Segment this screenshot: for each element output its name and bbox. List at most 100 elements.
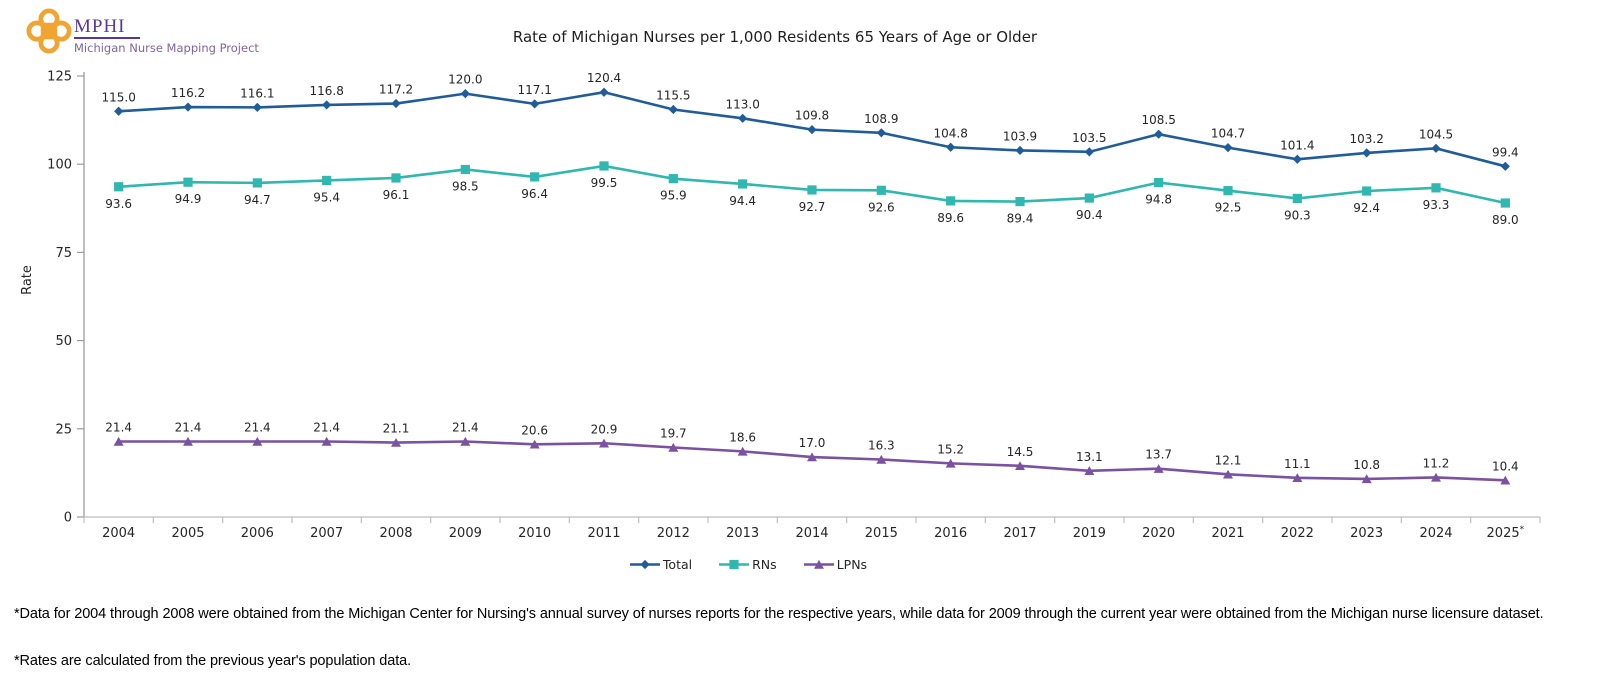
lpns-marker bbox=[1500, 475, 1511, 485]
total-data-label: 104.8 bbox=[933, 126, 967, 140]
lpns-data-label: 10.4 bbox=[1492, 459, 1519, 473]
total-data-label: 117.2 bbox=[379, 83, 413, 97]
chart-title: Rate of Michigan Nurses per 1,000 Reside… bbox=[512, 28, 1038, 46]
rns-marker bbox=[252, 178, 262, 188]
x-tick-label: 2024 bbox=[1419, 526, 1452, 541]
lpns-data-label: 17.0 bbox=[799, 436, 826, 450]
x-tick-label: 2004 bbox=[102, 526, 135, 541]
total-marker bbox=[1084, 147, 1094, 157]
total-marker bbox=[391, 98, 401, 109]
series-total: 115.0 116.2 116.1 116.8 117.2 120.0 117.1 120.4… bbox=[101, 71, 1519, 171]
total-marker bbox=[1015, 145, 1025, 156]
total-marker bbox=[1154, 129, 1164, 139]
total-data-label: 104.5 bbox=[1419, 127, 1453, 141]
y-tick-label: 25 bbox=[55, 422, 72, 437]
total-data-label: 108.9 bbox=[864, 112, 898, 126]
legend-label: LPNs bbox=[836, 557, 868, 572]
rns-data-label: 93.6 bbox=[105, 197, 132, 211]
lpns-marker bbox=[1015, 461, 1025, 471]
rns-data-label: 95.4 bbox=[313, 190, 340, 204]
rns-data-label: 95.9 bbox=[660, 189, 687, 203]
rns-data-label: 89.6 bbox=[937, 211, 964, 225]
series-rns: 93.6 94.9 94.7 95.4 96.1 98.5 96.4 99.5 95.9 94.4… bbox=[105, 161, 1519, 227]
x-tick-label: 2014 bbox=[795, 526, 828, 541]
total-marker bbox=[460, 89, 470, 99]
lpns-data-label: 20.6 bbox=[521, 423, 548, 437]
x-axis: 2004 2005 2006 2007 2008 2009 2010 2011 2012 2013… bbox=[83, 516, 1541, 541]
rns-data-label: 96.1 bbox=[383, 188, 410, 202]
x-tick-label: 2019 bbox=[1073, 526, 1106, 541]
total-marker bbox=[807, 125, 817, 135]
total-data-label: 108.5 bbox=[1141, 113, 1175, 127]
total-data-label: 115.0 bbox=[101, 90, 135, 104]
rns-marker bbox=[876, 185, 886, 195]
x-tick-label: 2023 bbox=[1350, 526, 1383, 541]
rns-data-label: 92.4 bbox=[1353, 201, 1380, 215]
lpns-marker bbox=[1223, 469, 1233, 479]
total-marker bbox=[1431, 143, 1441, 153]
rns-data-label: 90.4 bbox=[1076, 208, 1103, 222]
lpns-data-label: 12.1 bbox=[1215, 453, 1242, 467]
rns-data-label: 89.4 bbox=[1007, 212, 1034, 226]
legend-label: RNs bbox=[752, 557, 777, 572]
x-tick-label: 2010 bbox=[518, 526, 551, 541]
total-data-label: 115.5 bbox=[656, 89, 690, 103]
rns-marker bbox=[1015, 196, 1025, 207]
total-marker bbox=[252, 102, 262, 112]
rns-legend-marker-icon bbox=[719, 559, 750, 570]
lpns-data-label: 19.7 bbox=[660, 426, 687, 440]
legend-item-lpns: LPNs bbox=[803, 557, 867, 572]
rns-marker bbox=[183, 177, 193, 187]
lpns-data-label: 11.1 bbox=[1284, 457, 1311, 471]
x-tick-label: 2015 bbox=[865, 526, 898, 541]
lpns-marker bbox=[737, 446, 748, 456]
x-tick-label: 2011 bbox=[587, 526, 620, 541]
x-tick-label: 2025* bbox=[1487, 525, 1525, 541]
rns-marker bbox=[1431, 183, 1441, 193]
total-data-label: 101.4 bbox=[1280, 138, 1314, 152]
lpns-marker bbox=[391, 437, 401, 447]
lpns-marker bbox=[599, 438, 609, 448]
lpns-data-label: 21.4 bbox=[313, 421, 340, 435]
lpns-legend-marker-icon bbox=[803, 559, 834, 569]
total-data-label: 116.1 bbox=[240, 86, 274, 100]
total-marker bbox=[1223, 143, 1233, 153]
lpns-marker bbox=[945, 458, 956, 468]
rns-marker bbox=[114, 182, 124, 192]
y-tick-label: 50 bbox=[55, 334, 72, 349]
lpns-data-label: 21.4 bbox=[175, 421, 202, 435]
x-tick-label: 2017 bbox=[1003, 526, 1036, 541]
lpns-data-label: 10.8 bbox=[1353, 458, 1380, 472]
series-lpns: 21.4 21.4 21.4 21.4 21.1 21.4 20.6 20.9 19.7 18.6… bbox=[105, 421, 1519, 485]
rns-marker bbox=[946, 196, 956, 206]
lpns-data-label: 21.1 bbox=[383, 422, 410, 436]
total-data-label: 117.1 bbox=[517, 83, 551, 97]
y-axis: 0 25 50 75 100 125 Rate bbox=[20, 70, 85, 526]
y-tick-label: 100 bbox=[47, 158, 72, 173]
total-data-label: 113.0 bbox=[725, 97, 759, 111]
y-tick-label: 0 bbox=[64, 511, 72, 526]
legend-item-rns: RNs bbox=[718, 557, 777, 572]
lpns-marker bbox=[1084, 466, 1095, 475]
x-tick-label: 2008 bbox=[379, 526, 412, 541]
total-data-label: 99.4 bbox=[1492, 145, 1519, 159]
lpns-marker bbox=[529, 439, 540, 449]
x-tick-label: 2020 bbox=[1142, 526, 1175, 541]
rns-data-label: 98.5 bbox=[452, 179, 479, 193]
lpns-marker bbox=[1361, 474, 1372, 484]
rns-data-label: 99.5 bbox=[591, 176, 618, 190]
lpns-data-label: 21.4 bbox=[452, 421, 479, 435]
lpns-data-label: 14.5 bbox=[1007, 445, 1034, 459]
lpns-marker bbox=[1153, 464, 1164, 473]
total-data-label: 120.0 bbox=[448, 73, 482, 87]
total-marker bbox=[1292, 154, 1302, 164]
rns-marker bbox=[1362, 186, 1372, 196]
rns-data-label: 89.0 bbox=[1492, 213, 1519, 227]
lpns-marker bbox=[321, 436, 332, 446]
y-axis-title: Rate bbox=[20, 265, 35, 295]
total-data-label: 103.9 bbox=[1003, 129, 1037, 143]
legend-item-total: Total bbox=[629, 557, 692, 572]
total-data-label: 103.2 bbox=[1349, 132, 1383, 146]
logo-acronym: MPHI bbox=[74, 17, 140, 39]
x-tick-label: 2021 bbox=[1211, 526, 1244, 541]
